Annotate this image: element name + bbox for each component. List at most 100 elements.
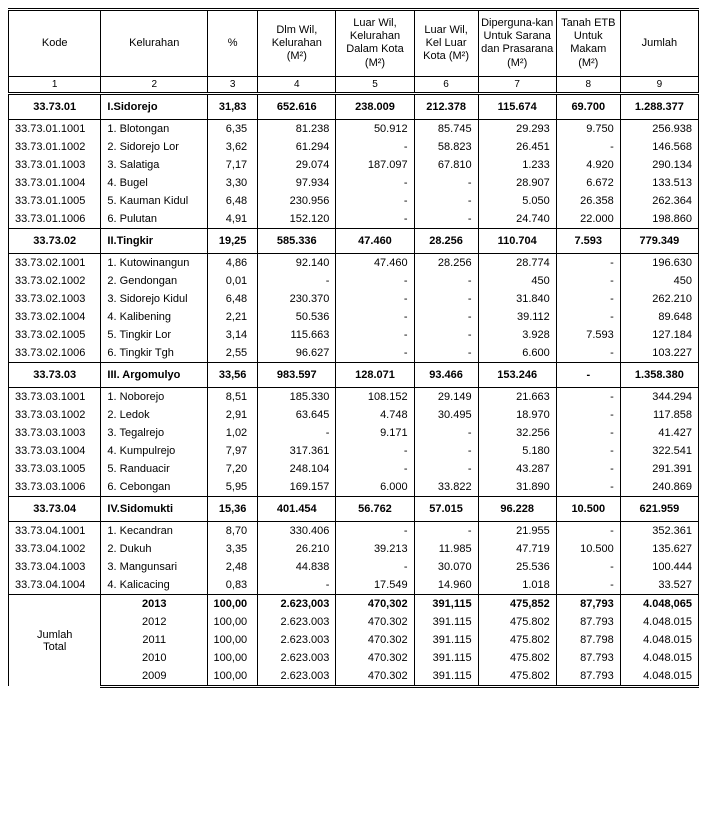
data-cell: 2. Sidorejo Lor xyxy=(101,138,208,156)
data-cell: 89.648 xyxy=(620,308,698,326)
total-val: 470.302 xyxy=(336,631,414,649)
data-cell: 39.213 xyxy=(336,540,414,558)
data-cell: - xyxy=(556,442,620,460)
data-cell: 100.444 xyxy=(620,558,698,576)
data-cell: - xyxy=(336,442,414,460)
data-cell: 450 xyxy=(620,272,698,290)
group-cell: 128.071 xyxy=(336,362,414,387)
data-cell: 3,14 xyxy=(208,326,258,344)
total-val: 87.793 xyxy=(556,649,620,667)
data-cell: 1. Kutowinangun xyxy=(101,253,208,272)
data-cell: - xyxy=(556,576,620,595)
group-cell: 7.593 xyxy=(556,228,620,253)
data-cell: 31.890 xyxy=(478,478,556,497)
group-cell: 212.378 xyxy=(414,93,478,119)
data-cell: 4. Kalicacing xyxy=(101,576,208,595)
col-num-2: 3 xyxy=(208,76,258,93)
data-cell: 4,86 xyxy=(208,253,258,272)
data-cell: 33.73.04.1002 xyxy=(9,540,101,558)
data-cell: 290.134 xyxy=(620,156,698,174)
col-header-2: % xyxy=(208,10,258,77)
data-cell: 50.912 xyxy=(336,119,414,138)
data-cell: 3,35 xyxy=(208,540,258,558)
data-cell: 11.985 xyxy=(414,540,478,558)
data-cell: 28.774 xyxy=(478,253,556,272)
group-cell: III. Argomulyo xyxy=(101,362,208,387)
data-cell: 7.593 xyxy=(556,326,620,344)
data-cell: 63.645 xyxy=(258,406,336,424)
group-cell: 15,36 xyxy=(208,496,258,521)
data-cell: 25.536 xyxy=(478,558,556,576)
data-cell: - xyxy=(336,521,414,540)
data-cell: 67.810 xyxy=(414,156,478,174)
data-cell: 5. Randuacir xyxy=(101,460,208,478)
col-num-8: 9 xyxy=(620,76,698,93)
data-cell: 4. Bugel xyxy=(101,174,208,192)
total-pct: 100,00 xyxy=(208,594,258,613)
data-cell: 4.748 xyxy=(336,406,414,424)
group-cell: 19,25 xyxy=(208,228,258,253)
group-cell: 33.73.02 xyxy=(9,228,101,253)
data-cell: 344.294 xyxy=(620,387,698,406)
data-cell: 322.541 xyxy=(620,442,698,460)
data-cell: - xyxy=(258,272,336,290)
data-cell: - xyxy=(414,290,478,308)
col-num-3: 4 xyxy=(258,76,336,93)
col-header-5: Luar Wil, Kel Luar Kota (M²) xyxy=(414,10,478,77)
data-cell: 7,17 xyxy=(208,156,258,174)
group-cell: 47.460 xyxy=(336,228,414,253)
data-cell: 3. Tegalrejo xyxy=(101,424,208,442)
data-cell: 187.097 xyxy=(336,156,414,174)
data-cell: 330.406 xyxy=(258,521,336,540)
data-cell: 17.549 xyxy=(336,576,414,595)
data-cell: 4. Kalibening xyxy=(101,308,208,326)
total-year: 2009 xyxy=(101,667,208,687)
group-cell: 585.336 xyxy=(258,228,336,253)
total-val: 470.302 xyxy=(336,667,414,687)
data-cell: - xyxy=(336,460,414,478)
data-cell: - xyxy=(336,326,414,344)
data-cell: 9.171 xyxy=(336,424,414,442)
data-cell: 10.500 xyxy=(556,540,620,558)
data-cell: 31.840 xyxy=(478,290,556,308)
data-cell: 7,20 xyxy=(208,460,258,478)
group-cell: 93.466 xyxy=(414,362,478,387)
data-cell: 2. Gendongan xyxy=(101,272,208,290)
data-cell: 30.495 xyxy=(414,406,478,424)
data-cell: 7,97 xyxy=(208,442,258,460)
data-cell: 33.73.04.1003 xyxy=(9,558,101,576)
data-cell: - xyxy=(556,272,620,290)
total-val: 87.798 xyxy=(556,631,620,649)
total-year: 2012 xyxy=(101,613,208,631)
data-cell: 47.460 xyxy=(336,253,414,272)
total-val: 391.115 xyxy=(414,667,478,687)
data-cell: 9.750 xyxy=(556,119,620,138)
group-cell: 110.704 xyxy=(478,228,556,253)
total-val: 87,793 xyxy=(556,594,620,613)
data-cell: 33.73.02.1002 xyxy=(9,272,101,290)
data-cell: 41.427 xyxy=(620,424,698,442)
data-cell: 28.907 xyxy=(478,174,556,192)
data-cell: - xyxy=(556,387,620,406)
data-cell: - xyxy=(556,138,620,156)
data-cell: - xyxy=(556,558,620,576)
total-val: 2.623.003 xyxy=(258,631,336,649)
data-cell: 50.536 xyxy=(258,308,336,326)
data-cell: 1. Kecandran xyxy=(101,521,208,540)
data-cell: 6.600 xyxy=(478,344,556,363)
group-cell: 56.762 xyxy=(336,496,414,521)
data-cell: 33.73.01.1005 xyxy=(9,192,101,210)
land-area-table: KodeKelurahan%Dlm Wil, Kelurahan (M²)Lua… xyxy=(8,8,699,688)
data-cell: 1. Noborejo xyxy=(101,387,208,406)
data-cell: 169.157 xyxy=(258,478,336,497)
group-cell: 238.009 xyxy=(336,93,414,119)
data-cell: - xyxy=(414,424,478,442)
data-cell: 18.970 xyxy=(478,406,556,424)
data-cell: 262.210 xyxy=(620,290,698,308)
total-val: 475.802 xyxy=(478,667,556,687)
data-cell: 2,48 xyxy=(208,558,258,576)
data-cell: - xyxy=(336,272,414,290)
group-cell: II.Tingkir xyxy=(101,228,208,253)
group-cell: 10.500 xyxy=(556,496,620,521)
total-val: 391,115 xyxy=(414,594,478,613)
